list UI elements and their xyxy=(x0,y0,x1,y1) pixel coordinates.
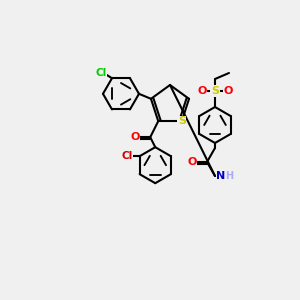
Text: N: N xyxy=(216,171,226,181)
Text: O: O xyxy=(197,86,207,96)
Text: Cl: Cl xyxy=(95,68,106,78)
Text: O: O xyxy=(130,132,140,142)
Text: H: H xyxy=(225,171,233,181)
Text: Cl: Cl xyxy=(121,151,132,161)
Text: S: S xyxy=(211,86,219,96)
Text: O: O xyxy=(223,86,233,96)
Text: S: S xyxy=(178,116,186,126)
Text: O: O xyxy=(187,157,197,167)
